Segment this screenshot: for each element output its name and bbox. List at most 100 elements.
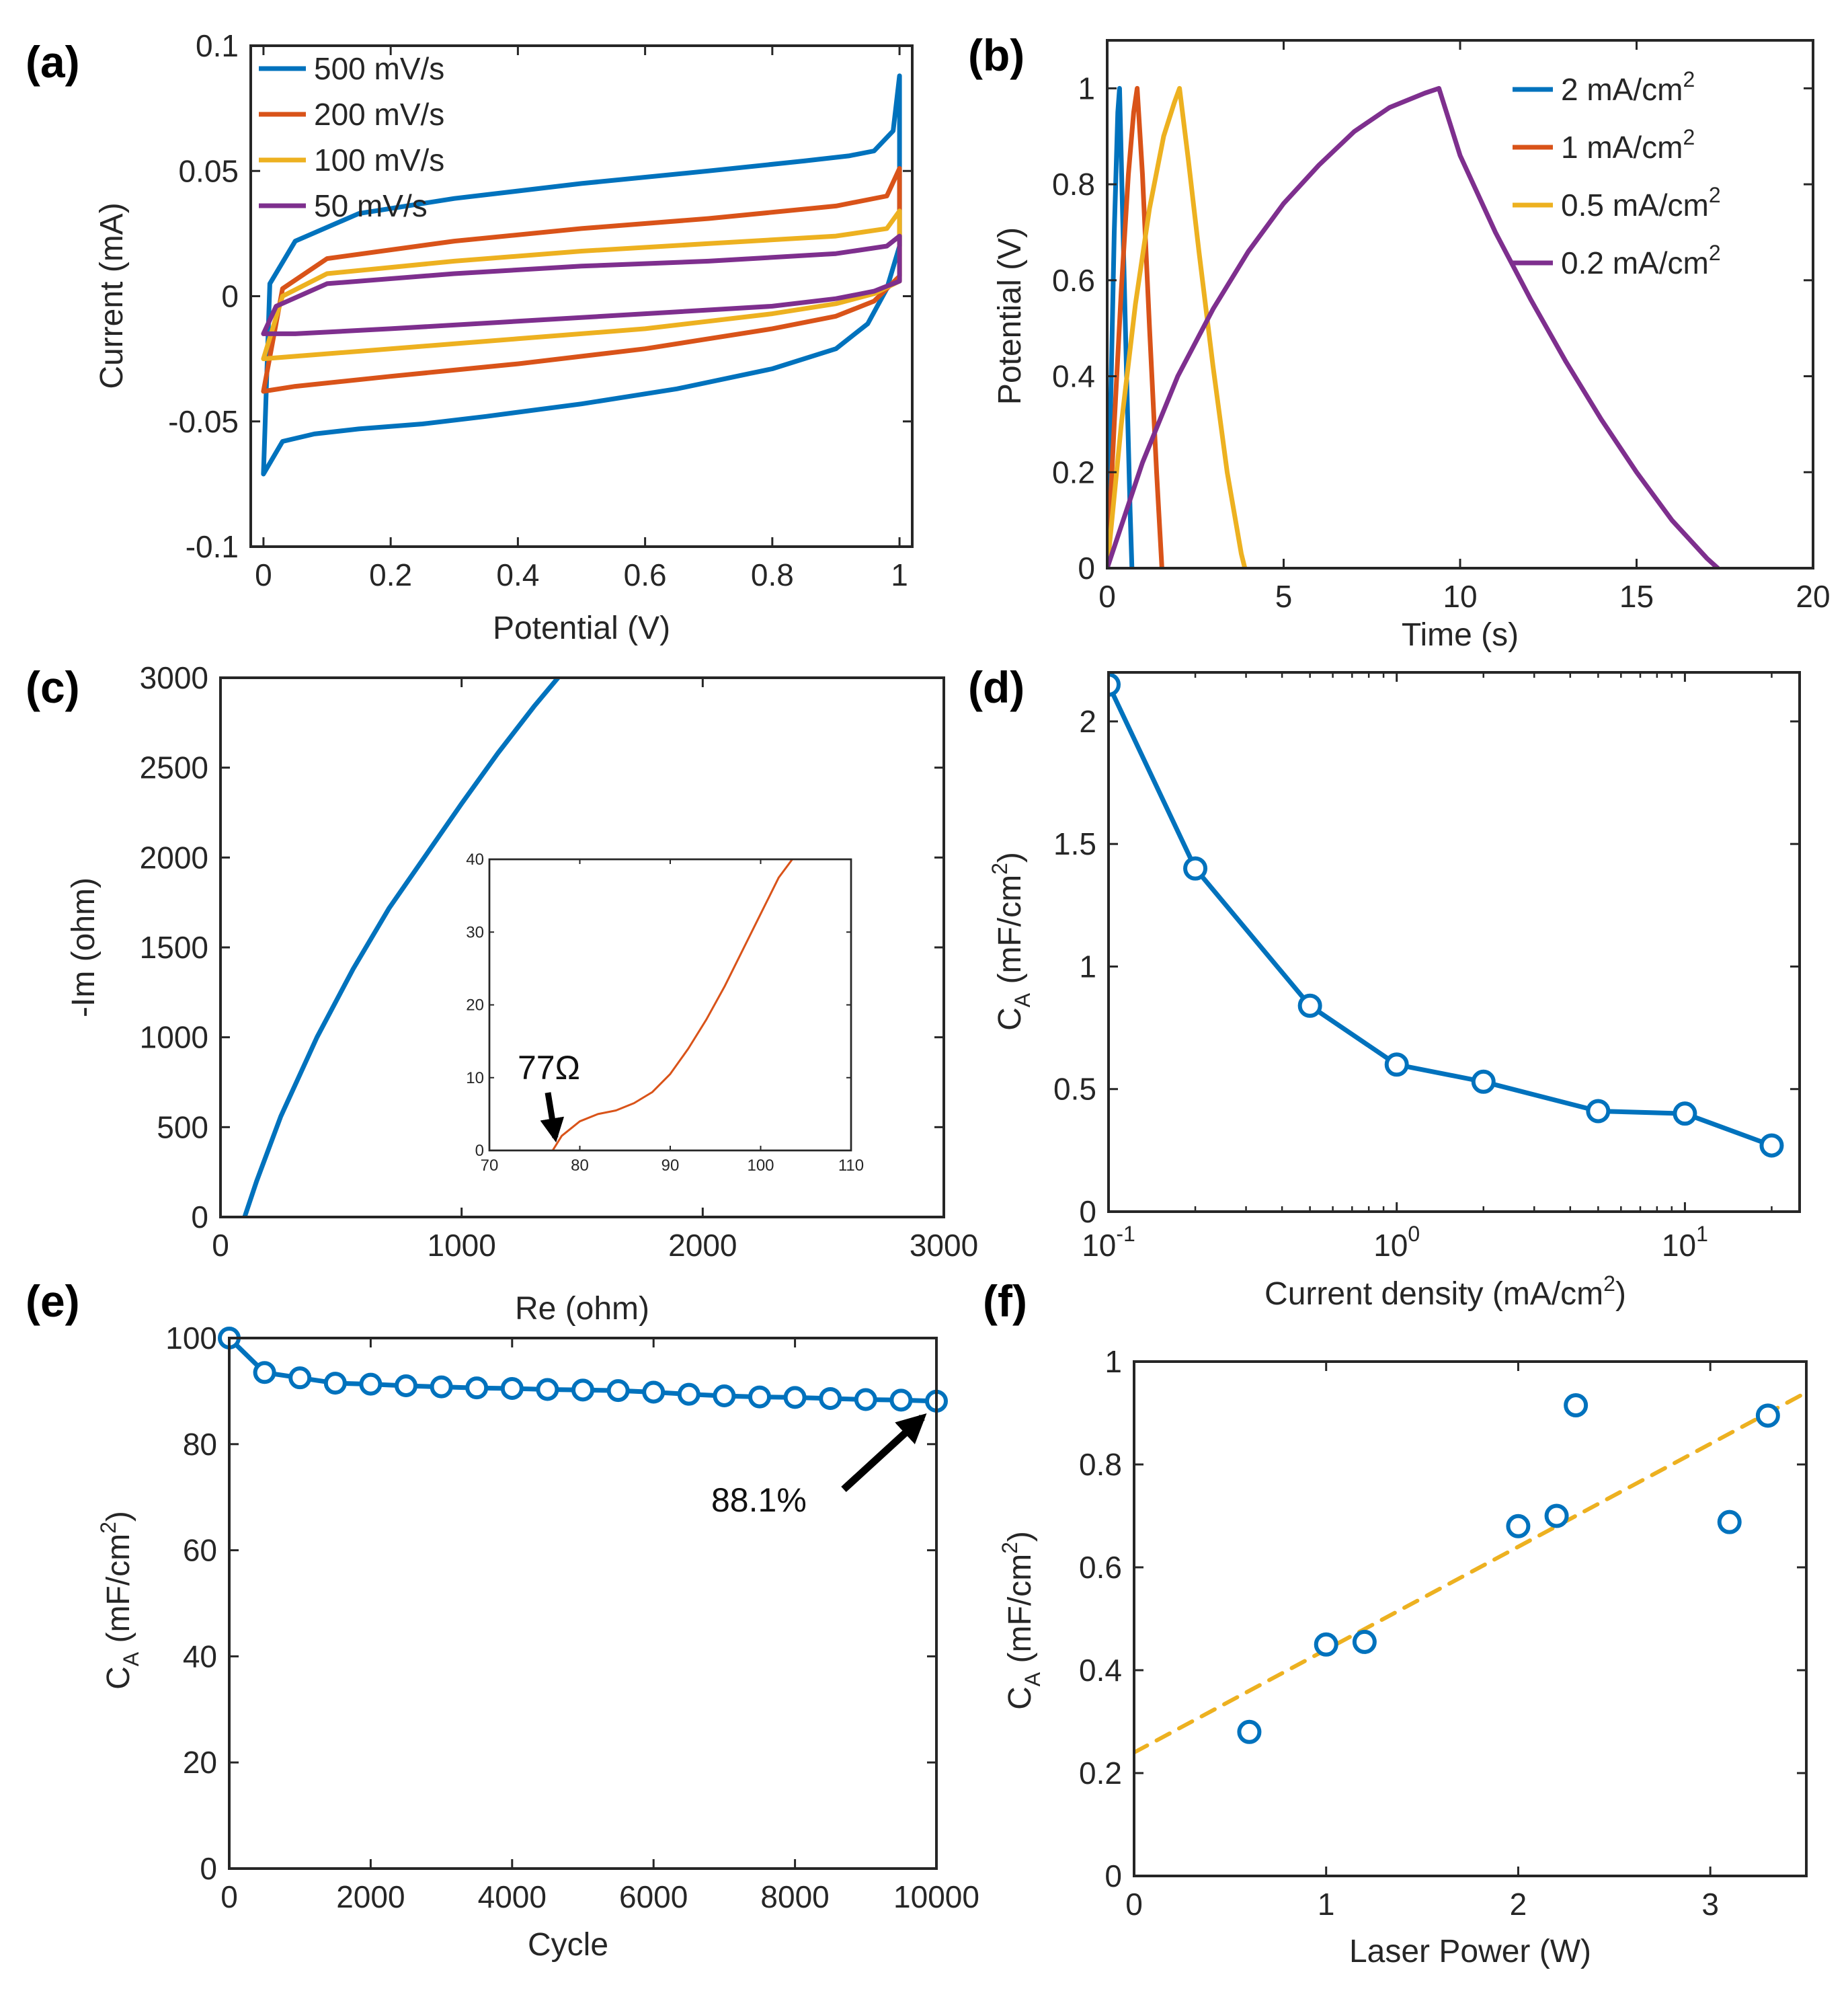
c-y-tick-label: 1000	[140, 1020, 208, 1055]
ci-x-tick-label: 100	[747, 1157, 774, 1175]
panel-e-ylabel-end: )	[101, 1511, 136, 1522]
d-x-tick-exp: 1	[1696, 1222, 1708, 1246]
d-x-tick-exp: 0	[1408, 1222, 1420, 1246]
e-x-tick-label: 4000	[478, 1879, 547, 1914]
e-x-tick-label: 0	[220, 1879, 238, 1914]
b-x-tick-label: 10	[1443, 579, 1477, 614]
legend-text: 100 mV/s	[314, 143, 444, 178]
b-y-tick-label: 0.4	[1052, 359, 1095, 394]
data-point	[854, 1388, 877, 1411]
legend-label: 200 mV/s	[314, 97, 444, 132]
legend-text: 500 mV/s	[314, 51, 444, 86]
a-y-tick-label: 0.05	[178, 153, 239, 188]
data-point	[1544, 1503, 1569, 1528]
panel-d-xlabel-sup: 2	[1603, 1271, 1615, 1296]
panel-d-ylabel-end: )	[992, 852, 1028, 863]
panel-b-ylabel: Potential (V)	[992, 227, 1028, 405]
a-x-tick-label: 1	[891, 557, 908, 592]
panel-e-xlabel: Cycle	[528, 1927, 608, 1963]
panel-f-ylabel-rest: (mF/cm	[1002, 1554, 1038, 1672]
data-point	[606, 1379, 630, 1403]
e-y-tick-label: 80	[183, 1427, 217, 1462]
ci-y-tick-label: 40	[466, 851, 484, 869]
panel-f-series	[1134, 1390, 1806, 1755]
legend-sup: 2	[1683, 67, 1695, 91]
d-x-tick-label: 101	[1662, 1222, 1708, 1263]
panel-f-ylabel-c: C	[1002, 1686, 1038, 1710]
panel-b-xlabel: Time (s)	[1402, 617, 1519, 653]
c-x-tick-label: 1000	[427, 1228, 495, 1263]
d-x-tick-label: 10-1	[1082, 1222, 1135, 1263]
series-line-1-mA-cm	[1107, 85, 1164, 568]
panel-f-ylabel-sup: 2	[998, 1542, 1022, 1554]
d-x-tick-label: 100	[1373, 1222, 1420, 1263]
data-point	[748, 1385, 771, 1409]
panel-d-xlabel-main: Current density (mA/cm	[1264, 1276, 1603, 1312]
panel-d-ylabel-rest: (mF/cm	[992, 875, 1028, 993]
d-y-tick-label: 0	[1079, 1194, 1096, 1229]
panel-a-label: (a)	[26, 37, 80, 87]
panel-c-inset-arrow	[540, 1092, 565, 1143]
f-y-tick-label: 0	[1104, 1858, 1122, 1893]
legend-sup: 2	[1683, 125, 1695, 149]
ci-y-tick-label: 0	[475, 1142, 484, 1160]
ci-y-tick-label: 20	[466, 996, 484, 1015]
data-point	[1352, 1629, 1377, 1654]
data-point	[1237, 1719, 1262, 1744]
e-y-tick-label: 20	[183, 1745, 217, 1780]
b-y-tick-label: 0	[1078, 551, 1095, 586]
legend-text: 0.5 mA/cm	[1561, 188, 1709, 223]
data-point	[500, 1376, 524, 1400]
f-y-tick-label: 0.4	[1079, 1653, 1122, 1688]
data-point	[819, 1386, 842, 1410]
panel-d-ylabel-sub: A	[1010, 992, 1035, 1007]
legend-label: 2 mA/cm2	[1561, 67, 1695, 107]
c-y-tick-label: 0	[191, 1200, 208, 1234]
panel-c-inset-frame	[488, 858, 852, 1152]
legend-label: 1 mA/cm2	[1561, 125, 1695, 165]
data-point	[1183, 856, 1208, 881]
e-x-tick-label: 2000	[336, 1879, 405, 1914]
panel-c-inset: 70 80 90 100 110 0 10 20 30 40 77Ω	[466, 851, 864, 1175]
ci-x-tick-label: 70	[481, 1157, 499, 1175]
data-point	[288, 1366, 312, 1390]
ci-x-tick-label: 110	[838, 1157, 864, 1175]
data-point	[642, 1380, 666, 1404]
b-y-tick-label: 0.2	[1052, 455, 1095, 489]
f-x-tick-label: 1	[1318, 1887, 1335, 1922]
a-y-tick-label: 0.1	[196, 28, 239, 63]
panel-e-ylabel-rest: (mF/cm	[101, 1534, 136, 1652]
d-x-tick-base: 10	[1662, 1228, 1696, 1263]
panel-c-nyquist: (c) 0 1000 2000 300005001000150020002500300…	[26, 660, 978, 1327]
panel-e-ylabel-c: C	[101, 1666, 136, 1690]
e-y-tick-label: 60	[183, 1533, 217, 1568]
ci-y-tick-label: 30	[466, 923, 484, 941]
panel-f-label: (f)	[983, 1276, 1027, 1326]
data-point	[1297, 993, 1322, 1018]
data-point	[571, 1378, 594, 1402]
legend-text: 1 mA/cm	[1561, 130, 1683, 165]
e-x-tick-label: 8000	[760, 1879, 829, 1914]
legend-label: 50 mV/s	[314, 188, 428, 223]
c-x-tick-label: 0	[212, 1228, 229, 1263]
legend-label: 0.5 mA/cm2	[1561, 183, 1721, 223]
data-point	[889, 1388, 913, 1412]
a-x-tick-label: 0.2	[369, 557, 412, 592]
legend-label: 500 mV/s	[314, 51, 444, 86]
panel-f-laser: (f) 0 1 2 3 0 0.2 0.4 0.6 0.8 1 Laser Power (W) C…	[983, 1276, 1808, 1969]
c-y-tick-label: 2000	[140, 840, 208, 875]
inset-series-line	[551, 859, 794, 1150]
ci-x-tick-label: 80	[571, 1157, 589, 1175]
data-point	[1314, 1632, 1338, 1657]
d-y-tick-label: 1.5	[1053, 826, 1096, 861]
data-point	[359, 1372, 383, 1396]
panel-e-ylabel-sup: 2	[96, 1522, 120, 1534]
data-point	[1564, 1393, 1589, 1418]
panel-a-xlabel: Potential (V)	[493, 611, 670, 646]
legend-text: 0.2 mA/cm	[1561, 245, 1709, 280]
legend-sup: 2	[1709, 183, 1721, 207]
f-y-tick-label: 0.2	[1079, 1756, 1122, 1791]
b-y-tick-label: 0.6	[1052, 263, 1095, 298]
